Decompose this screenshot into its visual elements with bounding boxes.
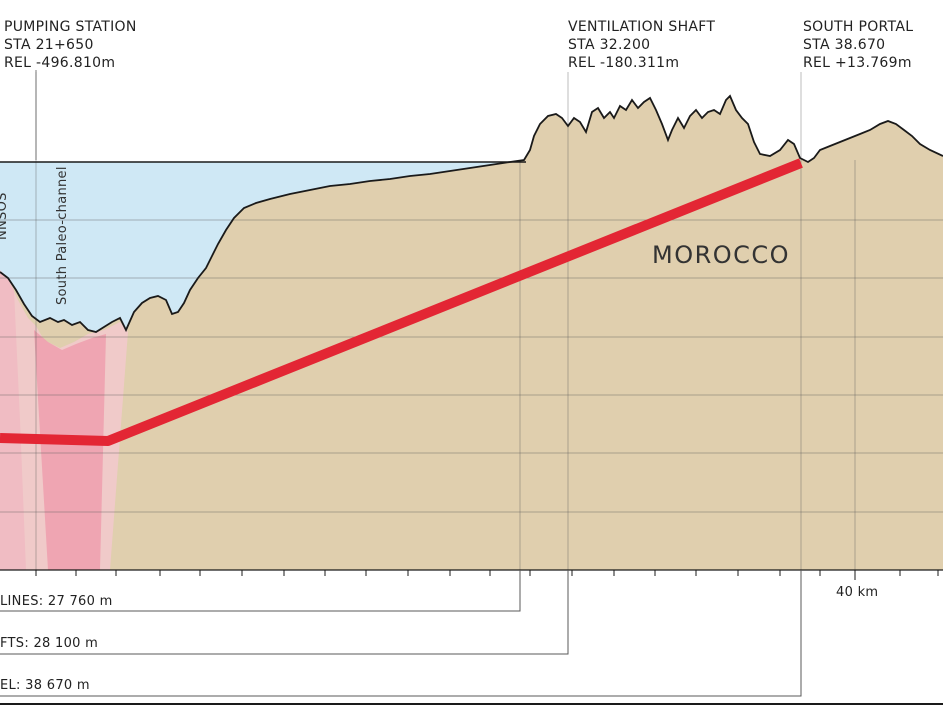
axis-tick-label-40km: 40 km bbox=[836, 585, 878, 600]
annotation-south-portal: SOUTH PORTAL STA 38.670 REL +13.769m bbox=[803, 19, 913, 71]
land-outline bbox=[0, 94, 943, 333]
svg-text:STA 38.670: STA 38.670 bbox=[803, 37, 885, 53]
tunnel-alignment bbox=[0, 158, 803, 446]
south-paleo-channel-label: South Paleo-channel bbox=[55, 166, 70, 305]
annotation-pumping-station: PUMPING STATION STA 21+650 REL -496.810m bbox=[4, 19, 137, 71]
region-label-morocco: MOROCCO bbox=[652, 241, 790, 269]
distance-dimensions bbox=[0, 570, 802, 697]
axis-ticks bbox=[35, 570, 939, 580]
svg-text:STA 32.200: STA 32.200 bbox=[568, 37, 650, 53]
land-profile bbox=[0, 96, 943, 570]
left-channel-label: NNSOS bbox=[0, 192, 10, 240]
svg-text:PUMPING STATION: PUMPING STATION bbox=[4, 19, 137, 35]
annotation-ventilation-shaft: VENTILATION SHAFT STA 32.200 REL -180.31… bbox=[568, 19, 715, 71]
sea-area bbox=[0, 162, 524, 332]
fault-zone-left bbox=[0, 272, 26, 570]
svg-text:REL -180.311m: REL -180.311m bbox=[568, 55, 679, 71]
svg-text:REL -496.810m: REL -496.810m bbox=[4, 55, 115, 71]
svg-text:VENTILATION SHAFT: VENTILATION SHAFT bbox=[568, 19, 715, 35]
svg-text:STA 21+650: STA 21+650 bbox=[4, 37, 94, 53]
distance-tunnel-label: EL: 38 670 m bbox=[0, 678, 90, 693]
svg-text:SOUTH PORTAL: SOUTH PORTAL bbox=[803, 19, 913, 35]
svg-text:REL +13.769m: REL +13.769m bbox=[803, 55, 912, 71]
distance-shafts-label: FTS: 28 100 m bbox=[0, 636, 98, 651]
grid-horizontal bbox=[0, 219, 943, 513]
fault-zone-core bbox=[34, 330, 106, 570]
distance-lines-label: LINES: 27 760 m bbox=[0, 594, 113, 609]
